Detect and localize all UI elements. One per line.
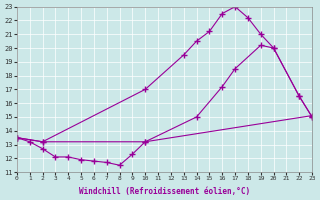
X-axis label: Windchill (Refroidissement éolien,°C): Windchill (Refroidissement éolien,°C)	[79, 187, 250, 196]
